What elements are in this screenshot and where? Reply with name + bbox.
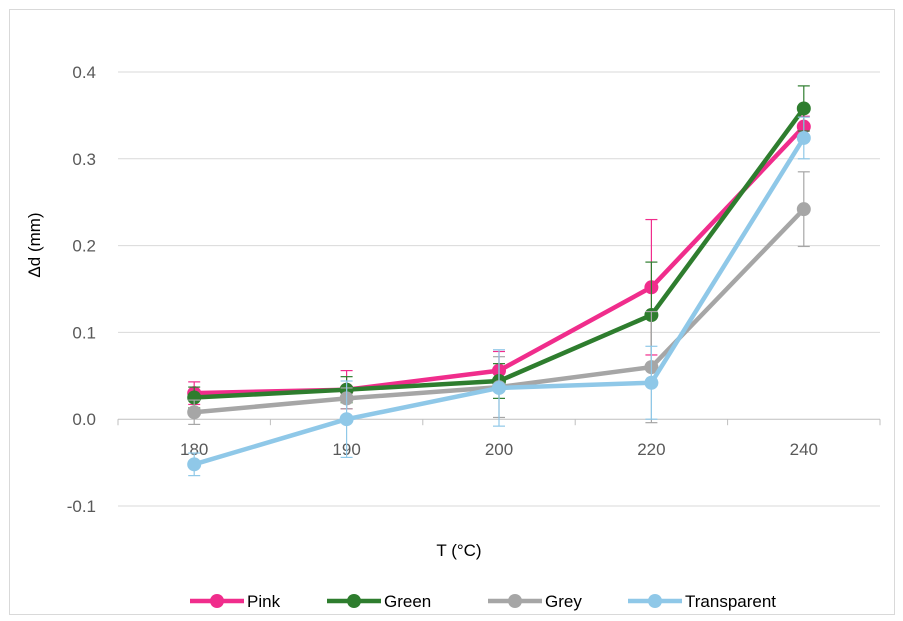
- y-tick-label: 0.3: [72, 150, 96, 169]
- series-transparent: [187, 116, 811, 477]
- data-point: [796, 130, 811, 145]
- y-tick-label: 0.1: [72, 323, 96, 342]
- x-tick-label: 240: [790, 440, 818, 459]
- legend-marker: [210, 594, 224, 608]
- x-tick-label: 220: [637, 440, 665, 459]
- x-tick-label: 180: [180, 440, 208, 459]
- legend-marker: [648, 594, 662, 608]
- legend-item-transparent: Transparent: [628, 592, 776, 611]
- legend: Pink Green Grey Transparent: [190, 592, 776, 611]
- data-point: [796, 101, 811, 116]
- y-tick-label: 0.4: [72, 63, 96, 82]
- y-axis-ticks: -0.1 0.0 0.1 0.2 0.3 0.4: [67, 63, 96, 516]
- data-point: [339, 412, 354, 427]
- y-tick-label: 0.0: [72, 410, 96, 429]
- series-layer: [187, 85, 811, 477]
- legend-label: Grey: [545, 592, 582, 611]
- legend-label: Green: [384, 592, 431, 611]
- data-point: [492, 380, 506, 395]
- legend-marker: [508, 594, 522, 608]
- x-axis-title: T (°C): [436, 541, 481, 560]
- legend-label: Pink: [247, 592, 281, 611]
- data-point: [796, 202, 811, 217]
- legend-label: Transparent: [685, 592, 776, 611]
- y-axis-title: Δd (mm): [25, 212, 44, 277]
- y-tick-label: 0.2: [72, 237, 96, 256]
- y-tick-label: -0.1: [67, 497, 96, 516]
- data-point: [187, 390, 202, 405]
- data-point: [644, 375, 659, 390]
- legend-item-grey: Grey: [488, 592, 582, 611]
- x-tick-label: 200: [485, 440, 513, 459]
- legend-item-pink: Pink: [190, 592, 281, 611]
- legend-item-green: Green: [327, 592, 431, 611]
- data-point: [187, 457, 202, 472]
- x-axis-ticks: 180 190 200 220 240: [117, 419, 881, 459]
- chart-frame: [9, 9, 895, 615]
- data-point: [187, 405, 202, 420]
- legend-marker: [347, 594, 361, 608]
